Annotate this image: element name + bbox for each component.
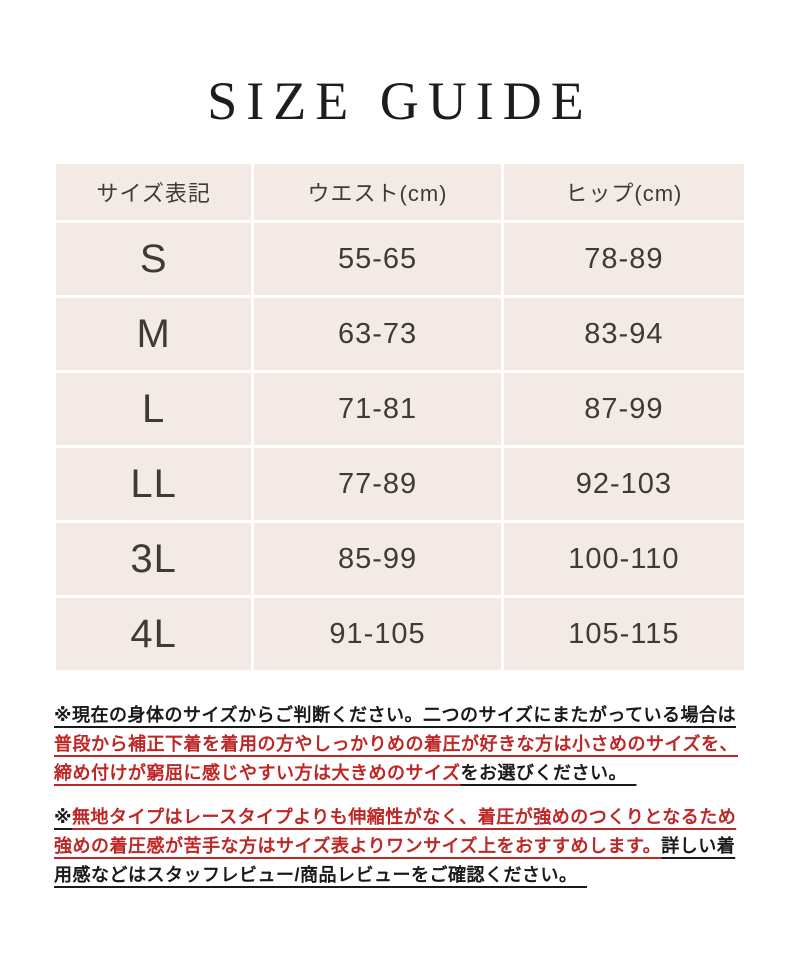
col-header-hip: ヒップ(cm) bbox=[500, 161, 748, 224]
cell-size: LL bbox=[52, 445, 255, 524]
cell-size: 4L bbox=[52, 595, 255, 674]
cell-waist: 91-105 bbox=[251, 595, 504, 674]
cell-hip: 78-89 bbox=[500, 220, 748, 299]
table-row: LL 77-89 92-103 bbox=[52, 445, 748, 524]
header-row: サイズ表記 ウエスト(cm) ヒップ(cm) bbox=[52, 161, 748, 224]
cell-hip: 87-99 bbox=[500, 370, 748, 449]
note-paragraph: ※現在の身体のサイズからご判断ください。二つのサイズにまたがっている場合は普段か… bbox=[54, 701, 746, 788]
cell-hip: 105-115 bbox=[500, 595, 748, 674]
note-segment-black: ※ bbox=[54, 807, 72, 828]
size-table-body: S 55-65 78-89 M 63-73 83-94 L 71-81 87-99 LL 77-89… bbox=[52, 220, 748, 674]
table-row: S 55-65 78-89 bbox=[52, 220, 748, 299]
note-segment-black: 詳しい着用感などはスタッフレビュー/商品レビューをご確認ください。 bbox=[54, 836, 736, 886]
cell-hip: 100-110 bbox=[500, 520, 748, 599]
size-table: サイズ表記 ウエスト(cm) ヒップ(cm) S 55-65 78-89 M 63-73… bbox=[52, 161, 748, 674]
cell-waist: 85-99 bbox=[251, 520, 504, 599]
cell-waist: 55-65 bbox=[251, 220, 504, 299]
col-header-size: サイズ表記 bbox=[52, 161, 255, 224]
col-header-waist: ウエスト(cm) bbox=[251, 161, 504, 224]
cell-size: 3L bbox=[52, 520, 255, 599]
cell-size: M bbox=[52, 295, 255, 374]
note-segment-red: 無地タイプはレースタイプよりも伸縮性がなく、着圧が強めのつくりとなるため強めの着… bbox=[54, 807, 737, 857]
size-notes: ※現在の身体のサイズからご判断ください。二つのサイズにまたがっている場合は普段か… bbox=[54, 701, 746, 890]
note-segment-black: をお選びください。 bbox=[460, 763, 637, 784]
table-row: 3L 85-99 100-110 bbox=[52, 520, 748, 599]
table-row: 4L 91-105 105-115 bbox=[52, 595, 748, 674]
table-row: L 71-81 87-99 bbox=[52, 370, 748, 449]
note-paragraph: ※無地タイプはレースタイプよりも伸縮性がなく、着圧が強めのつくりとなるため強めの… bbox=[54, 803, 746, 890]
cell-size: S bbox=[52, 220, 255, 299]
cell-waist: 77-89 bbox=[251, 445, 504, 524]
page-title: SIZE GUIDE bbox=[207, 71, 593, 131]
table-row: M 63-73 83-94 bbox=[52, 295, 748, 374]
cell-waist: 63-73 bbox=[251, 295, 504, 374]
size-table-header: サイズ表記 ウエスト(cm) ヒップ(cm) bbox=[52, 161, 748, 224]
note-segment-black: ※現在の身体のサイズからご判断ください。二つのサイズにまたがっている場合は bbox=[54, 705, 737, 726]
cell-hip: 83-94 bbox=[500, 295, 748, 374]
cell-size: L bbox=[52, 370, 255, 449]
cell-waist: 71-81 bbox=[251, 370, 504, 449]
cell-hip: 92-103 bbox=[500, 445, 748, 524]
note-segment-red: 普段から補正下着を着用の方やしっかりめの着圧が好きな方は小さめのサイズを、締め付… bbox=[54, 734, 738, 784]
